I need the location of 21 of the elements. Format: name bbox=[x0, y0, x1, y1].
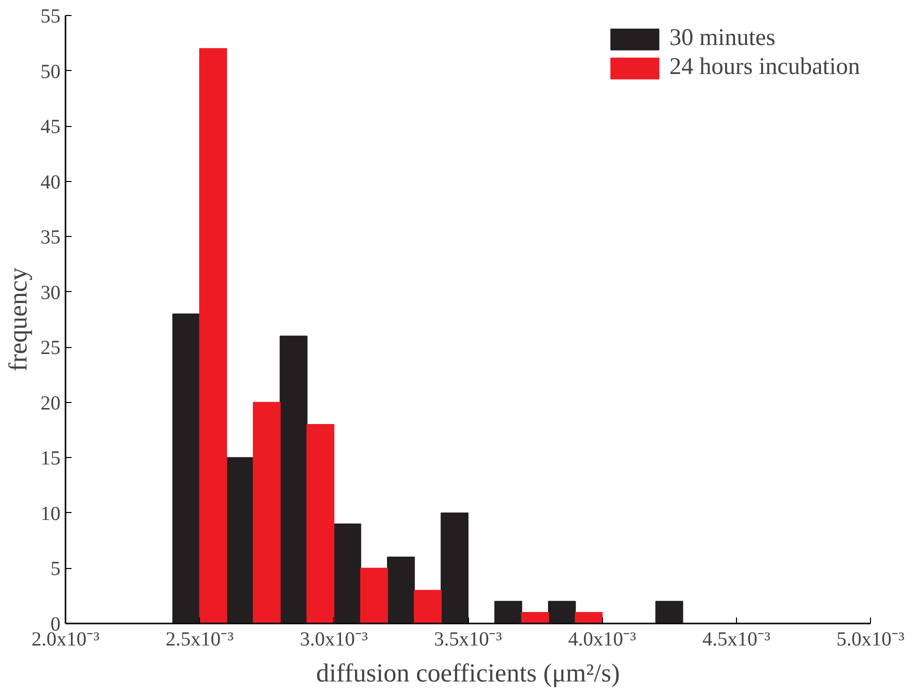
y-tick-label: 5 bbox=[50, 558, 60, 580]
y-tick-label: 35 bbox=[40, 226, 60, 249]
y-tick-label: 10 bbox=[40, 502, 60, 525]
y-tick-label: 20 bbox=[40, 392, 60, 414]
y-axis-title: frequency bbox=[4, 268, 32, 372]
y-tick-label: 40 bbox=[40, 171, 60, 194]
x-tick-label: 3.5x10⁻³ bbox=[434, 628, 502, 650]
x-tick-label: 4.5x10⁻³ bbox=[702, 628, 770, 650]
x-tick-label: 2.5x10⁻³ bbox=[166, 628, 234, 650]
y-tick-label: 45 bbox=[40, 116, 60, 138]
x-tick-label: 4.0x10⁻³ bbox=[568, 628, 636, 650]
y-tick-label: 50 bbox=[40, 60, 60, 83]
y-tick-label: 30 bbox=[40, 282, 60, 304]
legend-label: 24 hours incubation bbox=[669, 54, 860, 81]
x-tick-label: 5.0x10⁻³ bbox=[836, 628, 904, 650]
y-tick-label: 55 bbox=[40, 6, 60, 28]
x-tick-label: 3.0x10⁻³ bbox=[300, 628, 368, 650]
y-tick-label: 25 bbox=[40, 337, 60, 360]
x-axis-title: diffusion coefficients (μm²/s) bbox=[316, 658, 620, 688]
legend-label: 30 minutes bbox=[669, 25, 776, 52]
y-tick-label: 15 bbox=[40, 448, 60, 470]
